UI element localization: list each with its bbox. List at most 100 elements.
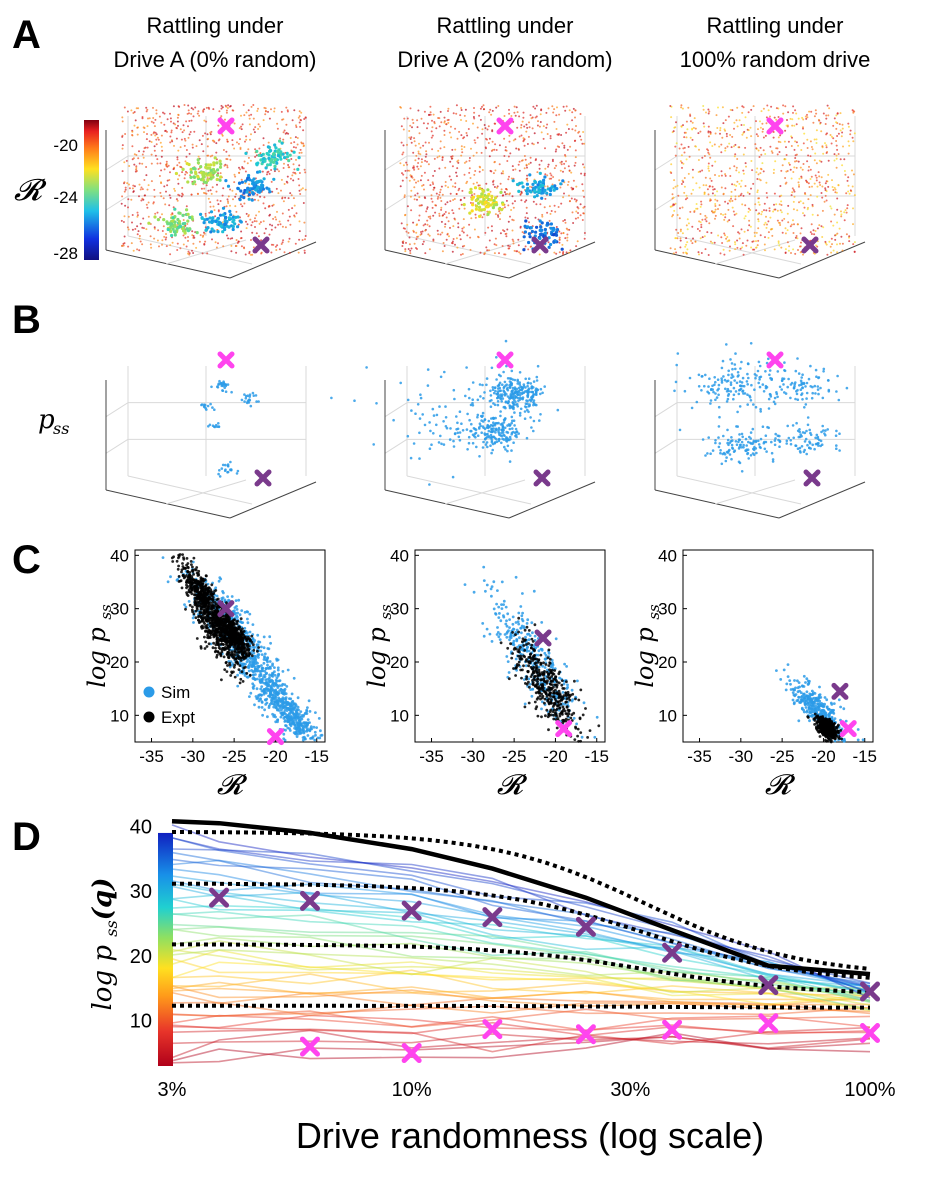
point (170, 131, 173, 134)
point (711, 145, 714, 147)
point (806, 113, 808, 116)
point (763, 202, 766, 205)
point (491, 109, 494, 112)
point (437, 196, 440, 198)
point (444, 181, 447, 183)
point (774, 437, 777, 440)
point (404, 227, 406, 230)
point (723, 253, 726, 256)
point (472, 122, 474, 125)
point (785, 442, 788, 445)
point (156, 158, 159, 161)
point (699, 221, 702, 224)
point (805, 429, 808, 433)
point (169, 244, 172, 247)
point (465, 132, 468, 134)
point (494, 421, 498, 425)
point (672, 130, 675, 133)
point (180, 166, 183, 169)
point (753, 373, 757, 376)
point (837, 132, 840, 135)
point (495, 440, 499, 444)
point (518, 414, 522, 417)
point (672, 214, 674, 216)
point (177, 182, 180, 185)
grid-line (384, 402, 408, 418)
point (284, 196, 287, 199)
point (738, 171, 740, 174)
point (847, 176, 850, 179)
point (674, 237, 677, 240)
point (694, 127, 697, 130)
point (239, 220, 243, 224)
point (796, 209, 799, 212)
point (785, 154, 788, 156)
point (448, 175, 451, 178)
point (450, 155, 453, 158)
marker-high-stroke (496, 117, 514, 135)
point (827, 173, 830, 176)
point (583, 166, 586, 169)
point (169, 112, 171, 115)
point (219, 162, 223, 166)
point (460, 422, 463, 426)
grid-line (127, 235, 253, 265)
point (822, 367, 826, 371)
point (220, 467, 224, 470)
point (804, 385, 807, 388)
point (698, 220, 701, 223)
point (582, 189, 585, 192)
point (302, 202, 305, 204)
point (726, 394, 730, 397)
point (501, 194, 504, 197)
point (700, 226, 703, 229)
point (223, 164, 226, 167)
point (429, 429, 432, 433)
point (773, 402, 777, 406)
point (211, 424, 215, 428)
point (191, 143, 194, 146)
point (835, 447, 838, 451)
point (747, 457, 750, 460)
point (145, 110, 148, 113)
point (212, 229, 216, 233)
point (525, 182, 530, 186)
point (481, 446, 485, 449)
point (209, 230, 213, 234)
point (169, 253, 172, 256)
point (719, 127, 722, 129)
point (762, 136, 765, 139)
point (467, 387, 471, 391)
point (127, 206, 129, 209)
point (236, 225, 240, 229)
point (431, 126, 434, 129)
point (420, 117, 423, 120)
point (685, 224, 688, 227)
point (825, 180, 828, 183)
point (534, 230, 538, 234)
point (789, 439, 792, 442)
point (233, 173, 236, 176)
point (251, 623, 255, 626)
point (248, 114, 251, 117)
point (156, 136, 159, 139)
point (219, 172, 222, 175)
point (548, 205, 551, 208)
point (697, 251, 700, 254)
point (728, 239, 731, 242)
point (286, 668, 290, 672)
point (781, 231, 784, 234)
point (466, 448, 469, 451)
point (681, 206, 684, 209)
point (402, 164, 405, 167)
point (272, 177, 276, 181)
point (579, 214, 582, 217)
point (150, 246, 153, 249)
point (240, 398, 244, 402)
point (185, 162, 189, 166)
point (830, 135, 833, 138)
point (754, 203, 757, 206)
point (490, 366, 494, 370)
point (281, 152, 285, 156)
point (202, 403, 206, 407)
